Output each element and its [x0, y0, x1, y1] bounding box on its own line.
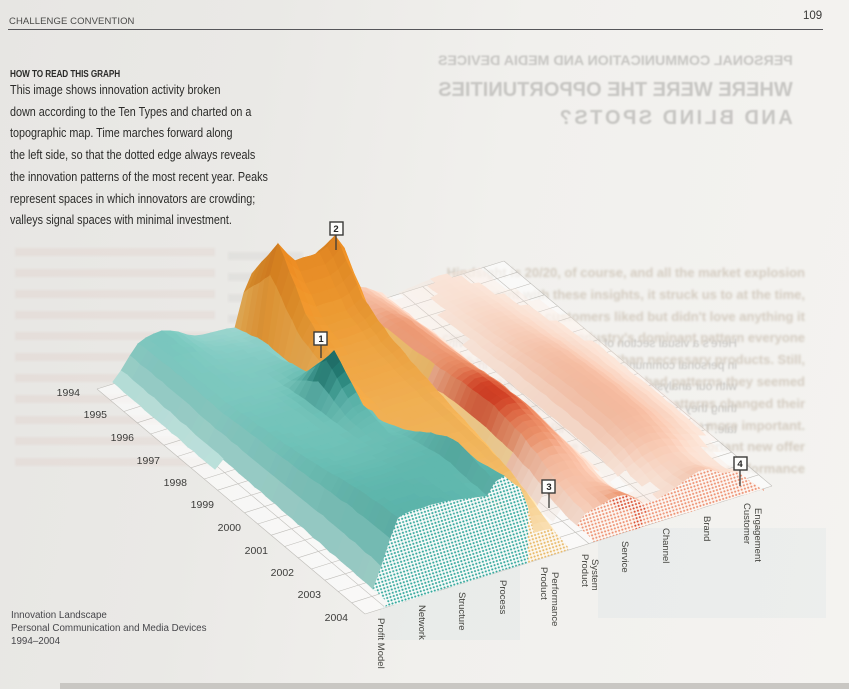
- svg-text:Structure: Structure: [456, 592, 467, 631]
- svg-text:System: System: [589, 559, 600, 591]
- svg-text:Product: Product: [538, 567, 549, 600]
- svg-text:Service: Service: [619, 541, 630, 573]
- svg-text:Channel: Channel: [660, 528, 671, 563]
- svg-text:1994: 1994: [57, 387, 81, 399]
- svg-text:Profit Model: Profit Model: [375, 618, 386, 669]
- svg-text:1996: 1996: [111, 432, 135, 444]
- svg-text:2002: 2002: [271, 567, 295, 579]
- svg-text:1998: 1998: [164, 477, 188, 489]
- svg-text:Engagement: Engagement: [752, 508, 763, 562]
- svg-text:1: 1: [318, 334, 324, 345]
- svg-text:4: 4: [737, 459, 743, 470]
- svg-text:Performance: Performance: [549, 572, 560, 626]
- svg-text:2004: 2004: [325, 612, 349, 624]
- svg-text:2: 2: [333, 224, 338, 235]
- svg-text:1997: 1997: [137, 455, 161, 467]
- svg-text:3: 3: [546, 482, 551, 493]
- svg-text:Customer: Customer: [741, 503, 752, 544]
- svg-text:Brand: Brand: [701, 516, 712, 541]
- svg-text:Process: Process: [497, 580, 508, 615]
- svg-text:1999: 1999: [191, 499, 215, 511]
- svg-text:2003: 2003: [298, 589, 322, 601]
- svg-text:2001: 2001: [245, 545, 269, 557]
- svg-text:2000: 2000: [218, 522, 242, 534]
- svg-text:Product: Product: [579, 554, 590, 587]
- svg-text:Network: Network: [416, 605, 427, 640]
- svg-text:1995: 1995: [84, 409, 108, 421]
